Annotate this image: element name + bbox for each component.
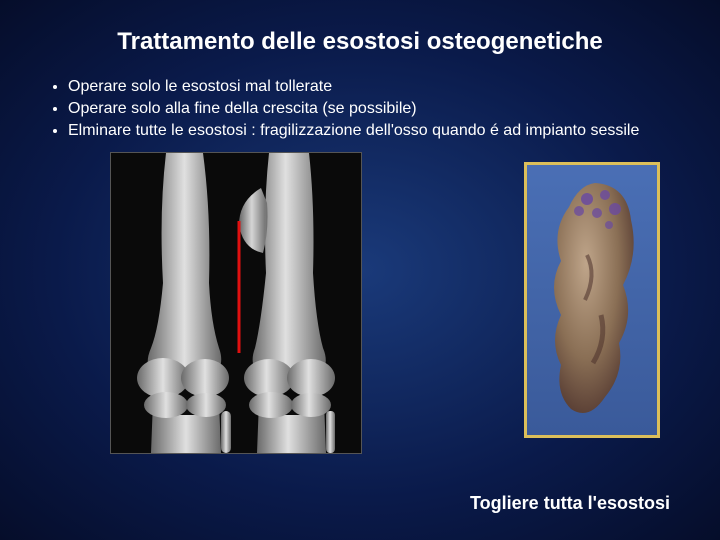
caption: Togliere tutta l'esostosi <box>470 493 670 514</box>
images-row <box>40 152 680 452</box>
left-tibia-plateau-m <box>144 392 188 418</box>
left-condyle-lateral <box>181 359 229 397</box>
xray-image <box>110 152 362 454</box>
bullet-list: Operare solo le esostosi mal tollerate O… <box>40 78 680 140</box>
right-tibia-plateau-l <box>291 393 331 417</box>
slide-title: Trattamento delle esostosi osteogenetich… <box>40 28 680 56</box>
left-tibia-plateau-l <box>186 393 226 417</box>
xray-svg <box>111 153 361 453</box>
list-item: Elminare tutte le esostosi : fragilizzaz… <box>68 122 680 140</box>
right-fibula <box>326 411 335 453</box>
left-fibula <box>221 411 231 453</box>
list-item: Operare solo le esostosi mal tollerate <box>68 78 680 96</box>
right-condyle-medial <box>244 359 294 397</box>
right-condyle-lateral <box>287 359 335 397</box>
list-item: Operare solo alla fine della crescita (s… <box>68 100 680 118</box>
specimen-body <box>554 183 634 413</box>
right-tibia-plateau-m <box>249 392 293 418</box>
specimen-svg <box>527 165 657 435</box>
specimen-image <box>524 162 660 438</box>
slide: Trattamento delle esostosi osteogenetich… <box>0 0 720 540</box>
